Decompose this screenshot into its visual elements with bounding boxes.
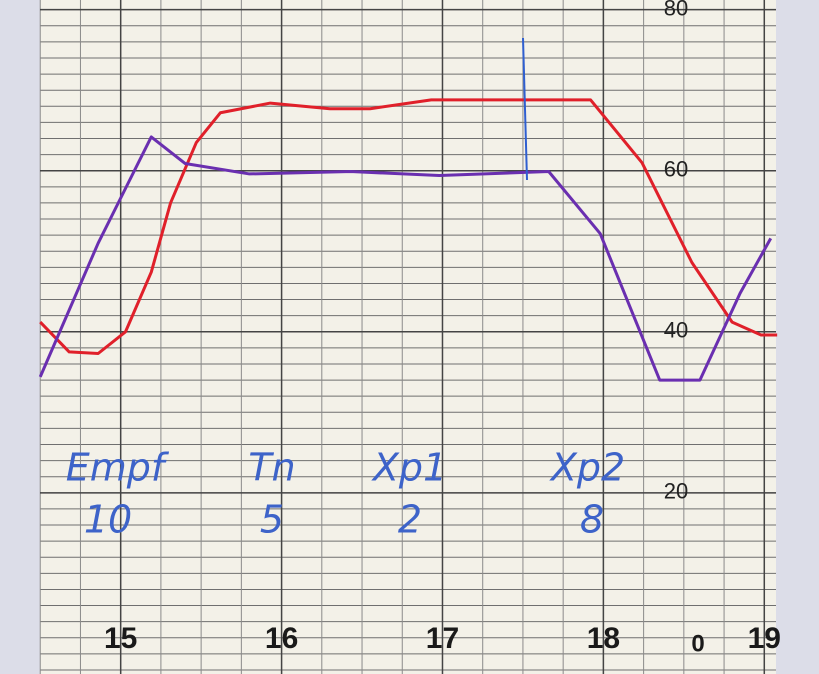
pen-mark	[522, 37, 528, 181]
x-tick-label: 19	[748, 622, 781, 655]
note-label: Tn	[248, 446, 295, 490]
x-tick-label: 18	[587, 622, 620, 655]
note-value: 8	[580, 498, 604, 542]
x-tick-label: 16	[265, 622, 298, 655]
series-line	[39, 98, 778, 356]
note-label: Xp2	[549, 446, 625, 490]
x-tick-label: 15	[104, 622, 137, 655]
handwritten-notes: Empf 10 Tn 5 Xp1 2 Xp2 8	[66, 446, 625, 542]
note-value: 2	[398, 498, 422, 542]
note-label: Xp1	[371, 446, 447, 490]
series-line	[38, 135, 773, 382]
lines	[38, 98, 778, 382]
y-tick-label: 40	[664, 318, 688, 343]
x-tick-label: 17	[426, 622, 459, 655]
y-tick-label: 60	[664, 157, 688, 182]
note-value: 10	[84, 498, 132, 542]
y-tick-label: 20	[664, 479, 688, 504]
y-tick-label: 80	[664, 0, 688, 20]
note-label: Empf	[66, 446, 170, 490]
extra-label: 0	[691, 630, 704, 657]
note-value: 5	[260, 498, 284, 542]
paper	[40, 0, 776, 674]
